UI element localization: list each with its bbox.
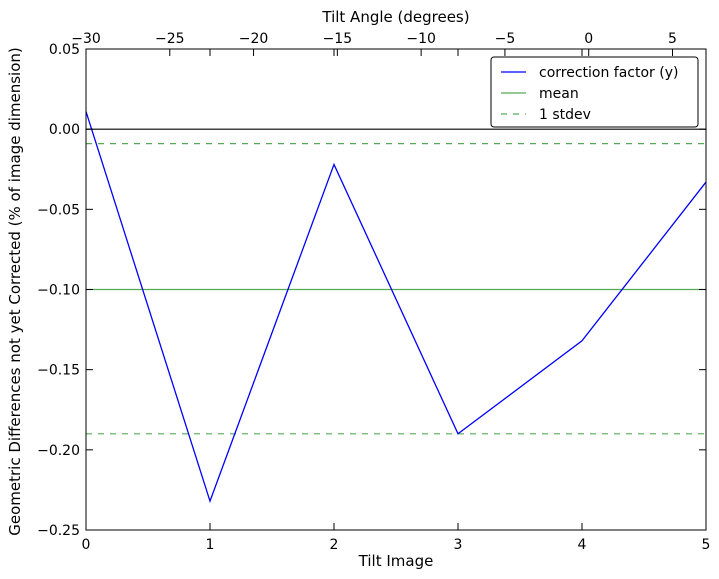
top-x-tick-label: 0 bbox=[584, 31, 593, 47]
y-tick-label: 0.05 bbox=[49, 42, 80, 58]
top-x-tick-label: −30 bbox=[71, 31, 101, 47]
x-axis-title: Tilt Image bbox=[358, 552, 434, 570]
legend: correction factor (y) mean 1 stdev bbox=[490, 56, 699, 128]
top-x-tick-label: −10 bbox=[406, 31, 436, 47]
y-tick-label: −0.05 bbox=[37, 202, 80, 218]
reference-lines bbox=[86, 128, 706, 435]
top-x-axis-title: Tilt Angle (degrees) bbox=[321, 8, 469, 26]
y-tick-label: −0.15 bbox=[37, 363, 80, 379]
legend-label: mean bbox=[539, 86, 579, 102]
legend-label: correction factor (y) bbox=[539, 65, 678, 81]
x-tick-label: 4 bbox=[578, 537, 587, 553]
top-x-tick-label: −25 bbox=[155, 31, 185, 47]
top-x-tick-label: −20 bbox=[239, 31, 269, 47]
legend-box bbox=[490, 56, 699, 128]
axis-ticks: 0 1 2 3 4 5 0.05 0.00 −0.05 −0.10 −0.15 −0.20 −0.25 −… bbox=[37, 31, 710, 553]
y-tick-label: −0.10 bbox=[37, 283, 80, 299]
x-tick-label: 1 bbox=[206, 537, 215, 553]
y-axis-title: Geometric Differences not yet Corrected … bbox=[6, 47, 24, 536]
x-tick-label: 2 bbox=[330, 537, 339, 553]
series-line-0 bbox=[85, 111, 707, 504]
top-x-tick-label: −5 bbox=[495, 31, 516, 47]
top-x-tick-label: −15 bbox=[323, 31, 353, 47]
legend-label: 1 stdev bbox=[539, 107, 591, 123]
y-tick-label: 0.00 bbox=[49, 122, 80, 138]
x-tick-label: 5 bbox=[702, 537, 711, 553]
y-tick-label: −0.25 bbox=[37, 523, 80, 539]
y-tick-label: −0.20 bbox=[37, 443, 80, 459]
top-x-tick-label: 5 bbox=[668, 31, 677, 47]
x-tick-label: 3 bbox=[454, 537, 463, 553]
series-lines bbox=[85, 111, 707, 504]
x-tick-label: 0 bbox=[82, 537, 91, 553]
